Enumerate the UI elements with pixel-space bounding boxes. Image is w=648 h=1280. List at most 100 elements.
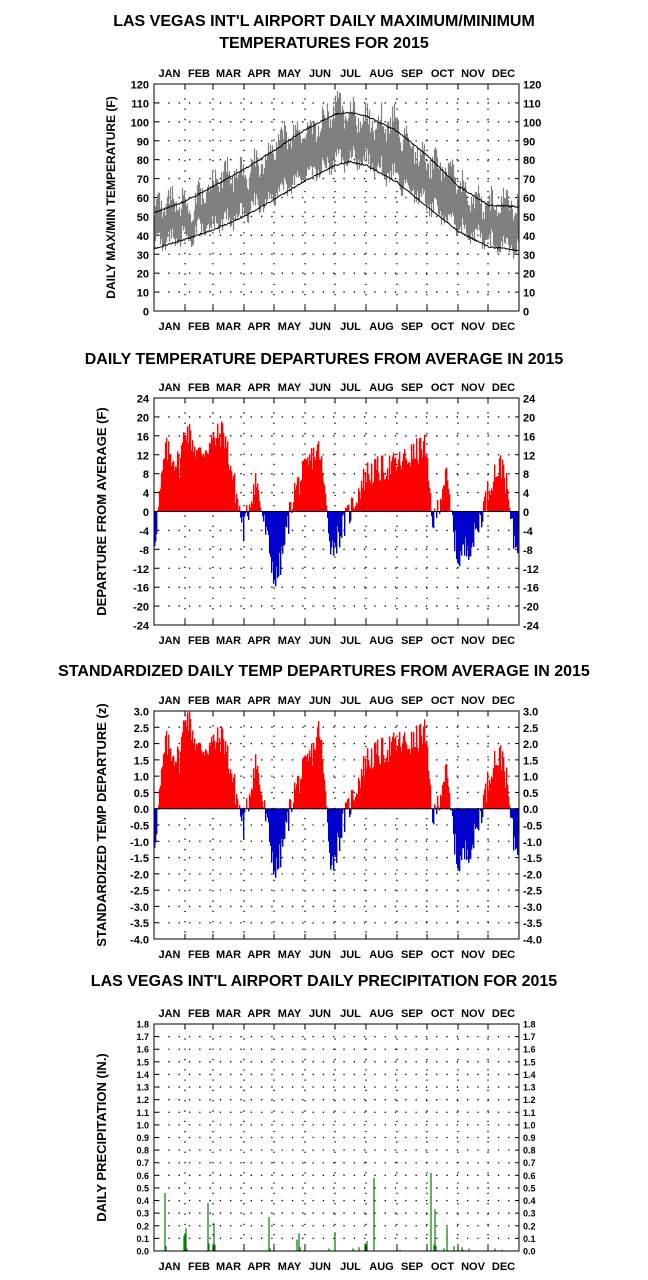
positive-departure-bar [172, 756, 174, 809]
negative-departure-bar [277, 511, 279, 578]
month-label-top-apr: APR [247, 1008, 270, 1020]
month-label-top-aug: AUG [369, 68, 393, 80]
positive-departure-bar [214, 740, 216, 809]
negative-departure-bar [481, 511, 483, 528]
negative-departure-bar [284, 808, 286, 839]
positive-departure-bar [319, 737, 321, 809]
negative-departure-bar [470, 808, 472, 859]
chart2-border [153, 397, 520, 626]
positive-departure-bar [163, 459, 165, 512]
month-label-top-aug: AUG [369, 1008, 393, 1020]
negative-departure-bar [282, 511, 284, 554]
month-label-bottom-nov: NOV [461, 949, 486, 961]
positive-departure-bar [508, 796, 510, 809]
positive-departure-bar [194, 738, 196, 809]
positive-departure-bar [422, 744, 424, 809]
negative-departure-bar [273, 808, 275, 875]
positive-departure-bar [434, 804, 436, 809]
month-label-top-nov: NOV [461, 1008, 486, 1020]
positive-departure-bar [176, 467, 178, 512]
positive-departure-bar [203, 751, 205, 809]
negative-departure-bar [477, 808, 479, 829]
negative-departure-bar [343, 511, 345, 514]
negative-departure-bar [516, 511, 518, 547]
positive-departure-bar [161, 768, 163, 809]
positive-departure-bar [348, 504, 350, 512]
positive-departure-bar [414, 747, 416, 809]
negative-departure-bar [335, 511, 337, 547]
y-tick-label-left: 1.5 [134, 755, 149, 767]
positive-departure-bar [412, 747, 414, 809]
month-label-bottom-nov: NOV [461, 1261, 486, 1273]
month-label-bottom-aug: AUG [369, 949, 393, 961]
month-label-top-dec: DEC [492, 382, 515, 394]
month-label-bottom-feb: FEB [188, 321, 210, 333]
positive-departure-bar [170, 748, 172, 809]
y-tick-label-left: 12 [137, 450, 149, 462]
y-tick-label-left: 0 [143, 507, 149, 519]
positive-departure-bar [385, 479, 387, 512]
positive-departure-bar [299, 494, 301, 512]
negative-departure-bar [285, 808, 287, 821]
positive-departure-bar [257, 765, 259, 809]
y-tick-label-left: 1.4 [136, 1070, 149, 1080]
positive-departure-bar [223, 739, 225, 809]
month-label-bottom-apr: APR [247, 321, 270, 333]
y-tick-label-right: 3.0 [523, 707, 538, 719]
positive-departure-bar [201, 750, 203, 809]
positive-departure-bar [169, 749, 171, 809]
negative-departure-bar [291, 808, 293, 812]
positive-departure-bar [351, 497, 353, 512]
positive-departure-bar [164, 752, 166, 809]
negative-departure-bar [334, 511, 336, 543]
positive-departure-bar [353, 799, 355, 809]
positive-departure-bar [313, 447, 315, 512]
positive-departure-bar [216, 438, 218, 512]
negative-departure-bar [480, 808, 482, 812]
positive-departure-bar [194, 446, 196, 512]
positive-departure-bar [311, 743, 313, 809]
negative-departure-bar [241, 808, 243, 822]
positive-departure-bar [404, 732, 406, 809]
negative-departure-bar [276, 808, 278, 858]
positive-departure-bar [355, 797, 357, 809]
positive-departure-bar [254, 778, 256, 809]
chart2-frame: JAN JAN FEB FEB MAR MAR APR APR MAY MAY JUN JUN JUL J… [94, 382, 540, 647]
positive-departure-bar [501, 478, 503, 512]
month-label-top-mar: MAR [216, 68, 241, 80]
month-label-bottom-feb: FEB [188, 1261, 210, 1273]
positive-departure-bar [257, 483, 259, 512]
negative-departure-bar [513, 511, 515, 549]
positive-departure-bar [196, 743, 198, 809]
positive-departure-bar [441, 500, 443, 512]
positive-departure-bar [357, 504, 359, 512]
positive-departure-bar [313, 742, 315, 809]
negative-departure-bar [291, 511, 293, 513]
positive-departure-bar [376, 470, 378, 512]
positive-departure-bar [187, 712, 189, 809]
positive-departure-bar [237, 498, 239, 512]
positive-departure-bar [487, 481, 489, 512]
positive-departure-bar [388, 480, 390, 512]
negative-departure-bar [267, 808, 269, 818]
month-label-bottom-mar: MAR [216, 321, 241, 333]
positive-departure-bar [372, 769, 374, 809]
positive-departure-bar [442, 488, 444, 512]
y-tick-label-right: 1.4 [523, 1070, 536, 1080]
positive-departure-bar [180, 457, 182, 512]
negative-departure-bar [350, 808, 352, 815]
negative-departure-bar [464, 808, 466, 860]
negative-departure-bar [433, 808, 435, 825]
y-tick-label-left: 0.0 [136, 1247, 149, 1257]
y-tick-label-left: 8 [143, 469, 149, 481]
positive-departure-bar [226, 752, 228, 809]
positive-departure-bar [498, 475, 500, 512]
positive-departure-bar [183, 720, 185, 809]
positive-departure-bar [251, 788, 253, 809]
positive-departure-bar [208, 454, 210, 512]
chart1-title-line1: LAS VEGAS INT'L AIRPORT DAILY MAXIMUM/MI… [113, 13, 535, 30]
negative-departure-bar [331, 808, 333, 866]
positive-departure-bar [412, 459, 414, 512]
positive-departure-bar [366, 768, 368, 809]
positive-departure-bar [178, 454, 180, 512]
